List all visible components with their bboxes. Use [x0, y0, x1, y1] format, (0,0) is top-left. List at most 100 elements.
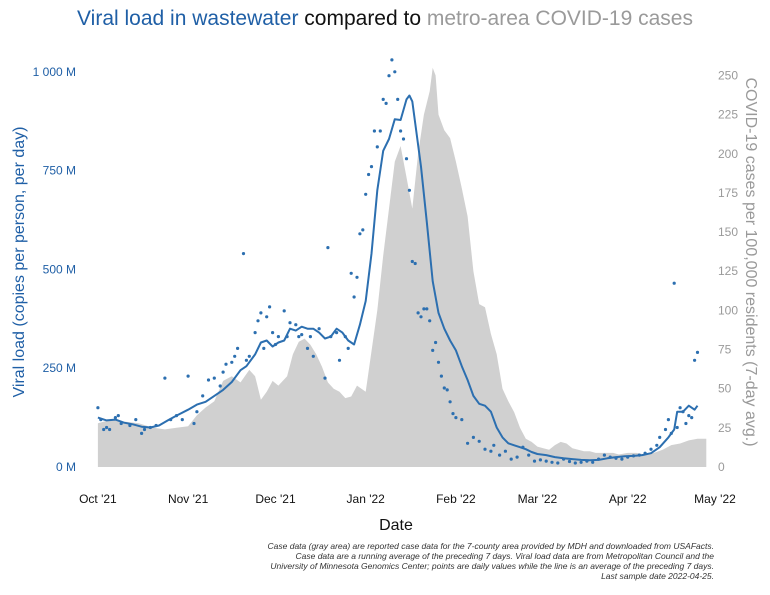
left-axis-title: Viral load (copies per person, per day)	[11, 127, 28, 398]
viral-load-point	[404, 157, 409, 161]
right-tick-label: 125	[718, 264, 738, 278]
viral-load-point	[134, 418, 138, 422]
viral-load-point	[693, 358, 697, 362]
viral-load-point	[268, 305, 272, 309]
viral-load-point	[297, 335, 301, 339]
viral-load-point	[649, 447, 653, 451]
x-tick-label: Jan '22	[347, 492, 386, 506]
viral-load-point	[300, 333, 304, 337]
viral-load-point	[419, 315, 423, 319]
viral-load-point	[195, 410, 199, 414]
viral-load-point	[567, 459, 572, 464]
viral-load-point	[247, 354, 251, 358]
chart-caption: Case data (gray area) are reported case …	[268, 541, 715, 581]
cases-area-layer	[97, 67, 707, 467]
viral-load-point	[364, 192, 368, 196]
viral-load-point	[192, 421, 196, 426]
viral-load-point	[425, 307, 429, 311]
viral-load-avg-line	[97, 94, 699, 462]
viral-load-point	[471, 435, 475, 439]
left-axis-ticks: 0 M 250 M 500 M 750 M 1 000 M	[33, 65, 76, 474]
x-tick-label: Dec '21	[255, 492, 296, 506]
viral-load-point	[439, 374, 443, 378]
right-axis-title: COVID-19 cases per 100,000 residents (7-…	[742, 77, 759, 446]
viral-load-point	[451, 412, 455, 416]
viral-load-point	[681, 410, 685, 414]
viral-load-point	[434, 340, 438, 345]
caption-line: Last sample date 2022-04-25.	[601, 571, 714, 581]
viral-load-point	[256, 319, 260, 323]
viral-load-point	[684, 421, 688, 426]
right-tick-label: 75	[718, 343, 732, 357]
viral-load-point	[273, 342, 278, 347]
x-tick-label: Oct '21	[79, 492, 117, 506]
viral-load-point	[233, 354, 237, 358]
viral-load-point	[355, 275, 359, 279]
viral-load-point	[180, 418, 184, 422]
viral-load-point	[169, 418, 173, 422]
viral-load-point	[521, 445, 525, 449]
title-part-0: Viral load in wastewater	[77, 7, 298, 30]
viral-load-point	[597, 457, 601, 461]
viral-load-point	[675, 425, 679, 430]
right-tick-label: 250	[718, 69, 738, 83]
viral-load-point	[375, 145, 379, 149]
viral-load-point	[483, 447, 487, 451]
viral-load-point	[637, 453, 641, 457]
title-part-1: compared to	[298, 7, 426, 30]
viral-load-point	[413, 261, 417, 266]
x-tick-label: Feb '22	[436, 492, 476, 506]
viral-load-point	[663, 427, 668, 432]
viral-load-point	[265, 315, 269, 319]
viral-load-point	[201, 394, 205, 398]
viral-load-point	[643, 451, 647, 455]
viral-load-point	[276, 335, 280, 339]
viral-load-point	[142, 427, 147, 432]
viral-load-point	[556, 461, 560, 465]
viral-load-point	[442, 386, 446, 390]
viral-load-point	[393, 70, 397, 74]
viral-load-point	[445, 388, 449, 392]
viral-load-point	[358, 232, 362, 236]
x-tick-label: Nov '21	[168, 492, 209, 506]
viral-load-point	[460, 418, 464, 422]
viral-load-point	[311, 354, 315, 358]
viral-load-point	[108, 427, 112, 432]
viral-load-point	[631, 454, 636, 458]
viral-load-point	[116, 414, 120, 418]
viral-load-point	[387, 74, 391, 78]
caption-line: Case data are a running average of the p…	[296, 551, 715, 561]
viral-load-point	[538, 458, 543, 462]
viral-load-point	[602, 453, 607, 457]
viral-load-point	[337, 358, 342, 362]
viral-load-line-layer	[97, 94, 699, 462]
viral-load-point	[99, 418, 103, 422]
caption-line: University of Minnesota Genomics Center;…	[270, 561, 714, 571]
viral-load-point	[498, 453, 502, 457]
viral-load-point	[218, 384, 222, 388]
viral-load-point	[573, 461, 577, 465]
viral-load-point	[221, 370, 225, 374]
viral-load-point	[672, 281, 676, 285]
viral-load-point	[102, 427, 106, 432]
viral-load-point	[128, 423, 132, 428]
right-tick-label: 100	[718, 303, 738, 317]
x-tick-label: Mar '22	[518, 492, 558, 506]
viral-load-point	[550, 460, 554, 464]
viral-load-point	[241, 252, 246, 256]
viral-load-point	[690, 416, 694, 420]
left-tick-label: 1 000 M	[33, 65, 76, 79]
viral-load-point	[422, 307, 426, 311]
viral-load-point	[230, 360, 234, 364]
viral-load-point	[503, 449, 507, 453]
viral-load-point	[329, 335, 333, 339]
viral-load-point	[608, 455, 612, 459]
viral-load-point	[154, 423, 158, 428]
viral-load-point	[492, 443, 496, 447]
viral-load-point	[369, 165, 374, 169]
left-tick-label: 750 M	[43, 164, 76, 178]
viral-load-point	[509, 457, 513, 461]
viral-load-point	[367, 172, 371, 177]
viral-load-point	[416, 311, 420, 315]
